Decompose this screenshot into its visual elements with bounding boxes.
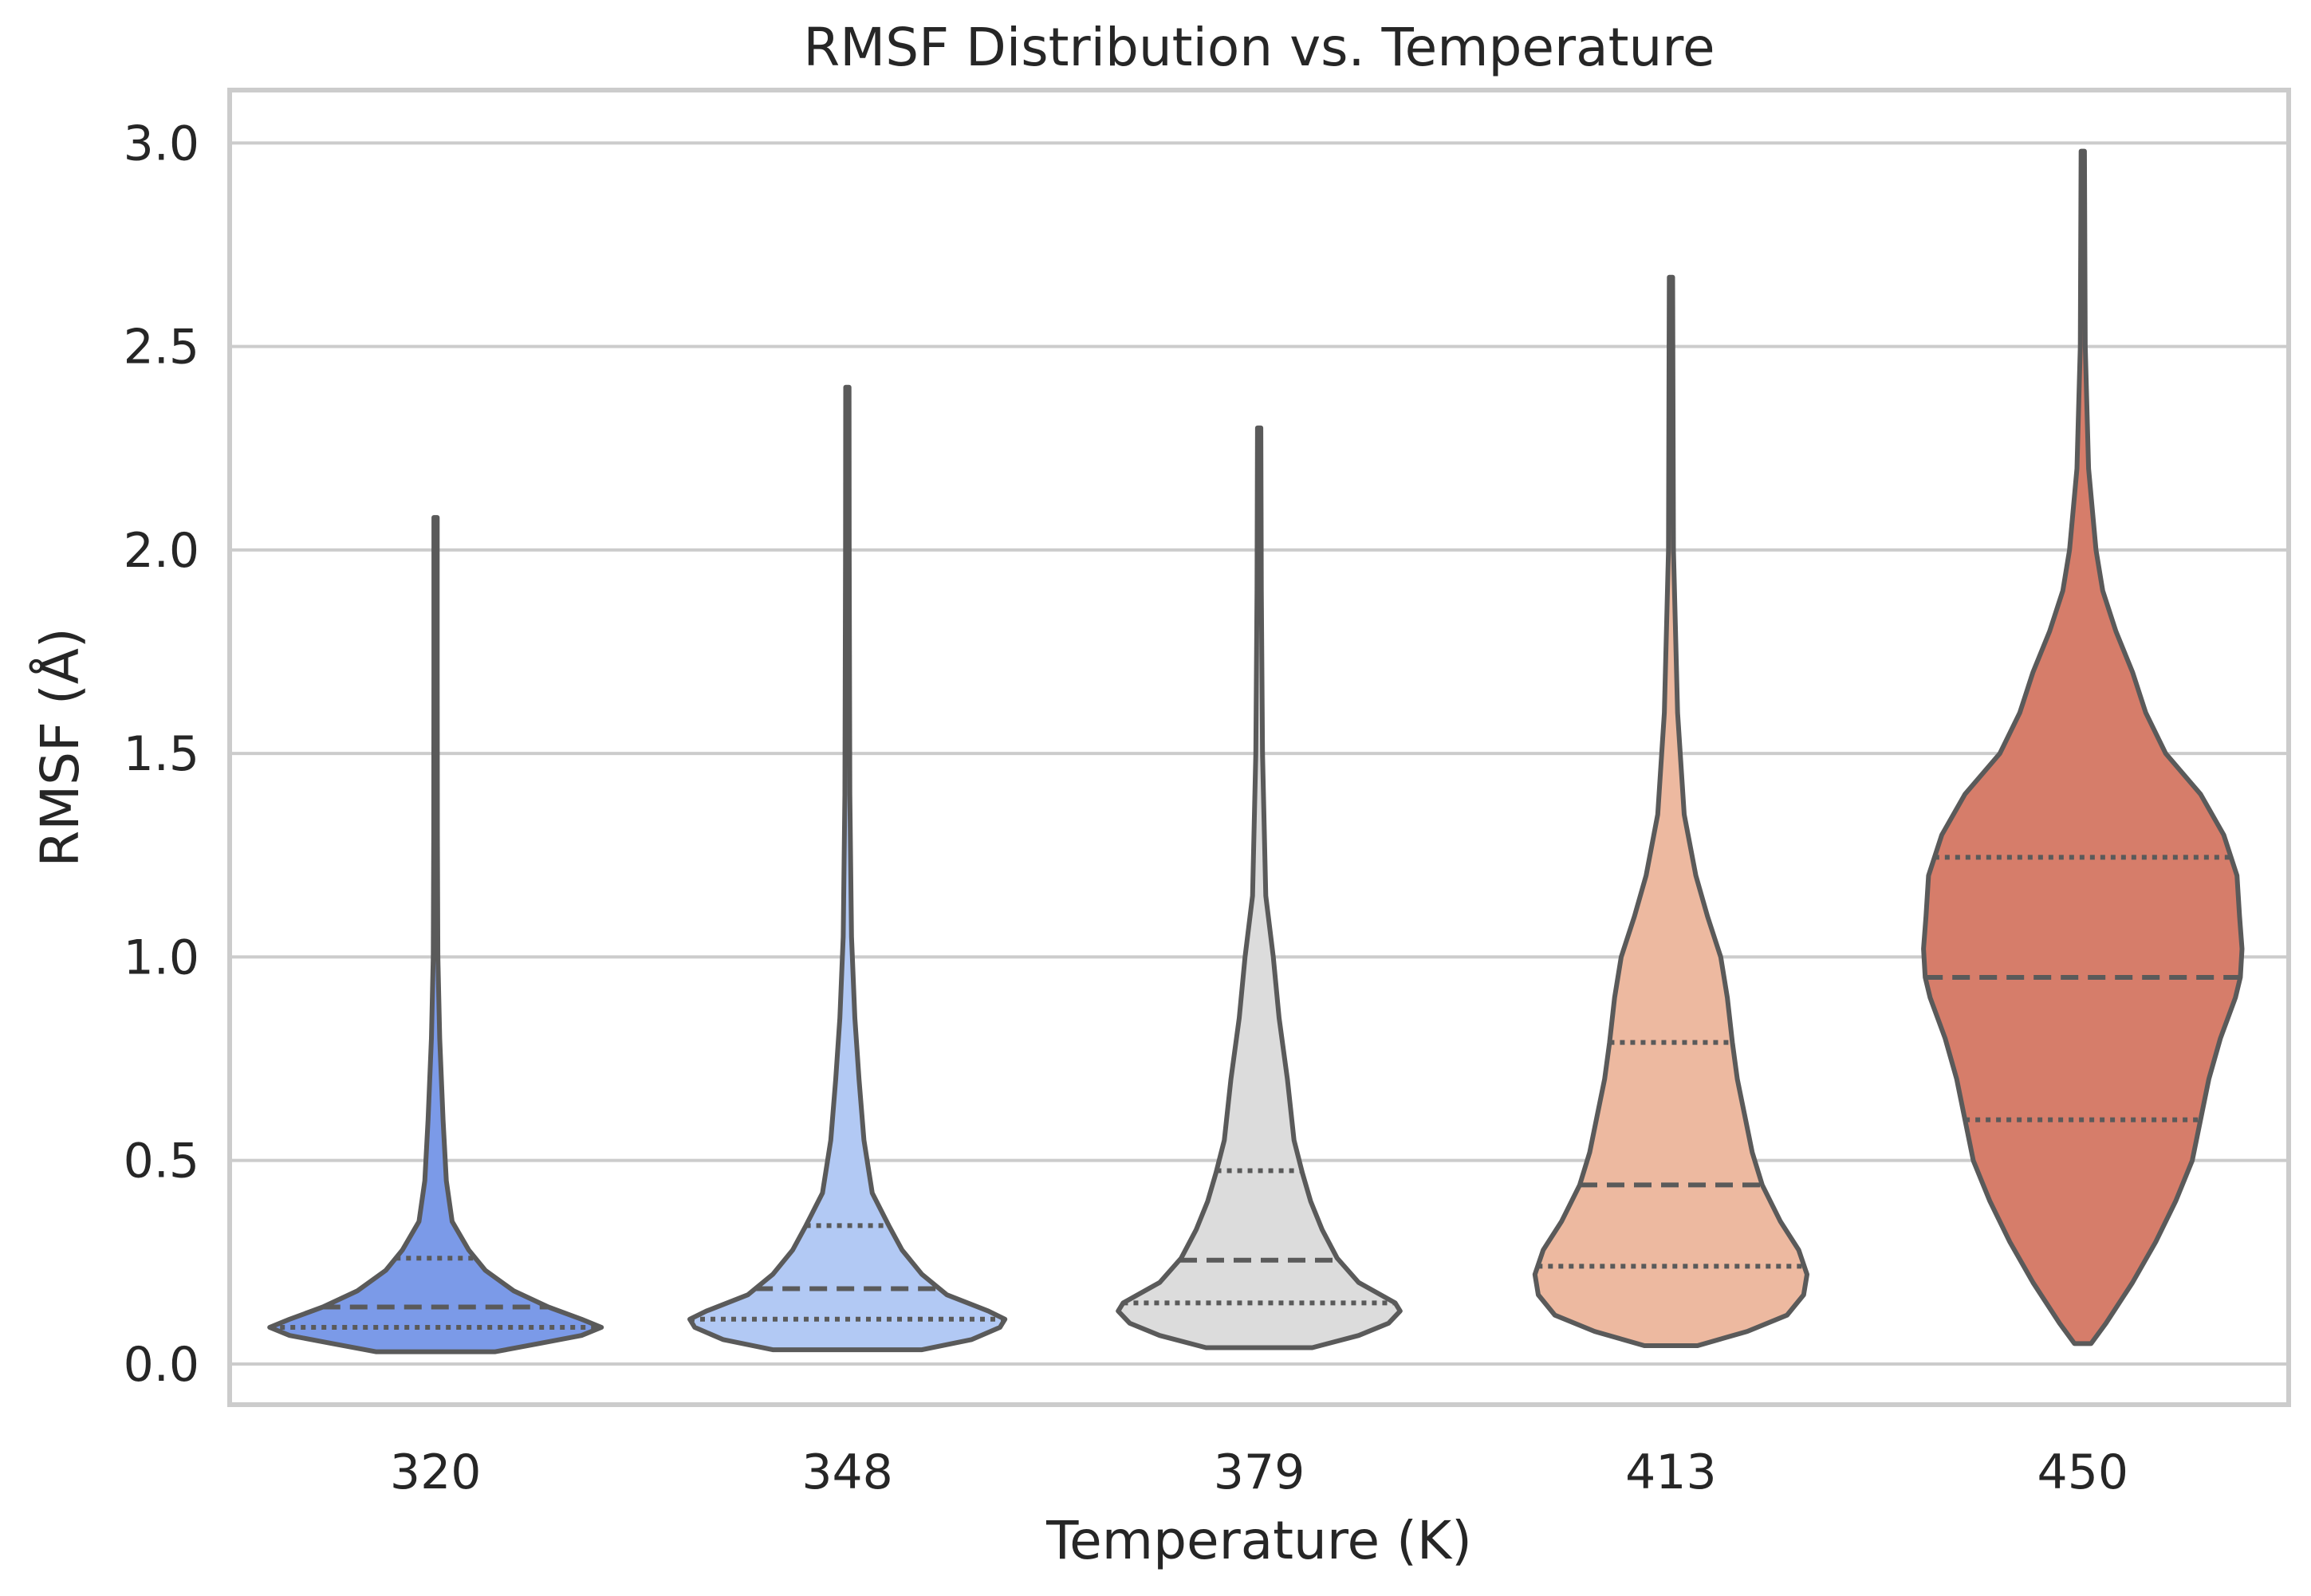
y-axis-label: RMSF (Å) bbox=[30, 627, 91, 867]
violin-450 bbox=[1921, 148, 2245, 1346]
x-tick-label: 450 bbox=[2037, 1445, 2129, 1500]
violin-379 bbox=[1116, 425, 1403, 1350]
y-tick-label: 2.5 bbox=[124, 320, 199, 375]
y-tick-label: 0.0 bbox=[124, 1337, 199, 1393]
violin-413 bbox=[1532, 274, 1809, 1348]
violin-body bbox=[1921, 148, 2245, 1346]
x-tick-labels: 320 348 379 413 450 bbox=[390, 1445, 2128, 1500]
violin-body bbox=[1532, 274, 1809, 1348]
violin-body bbox=[267, 515, 604, 1354]
x-axis-label: Temperature (K) bbox=[1045, 1510, 1472, 1571]
y-tick-labels: 0.0 0.5 1.0 1.5 2.0 2.5 3.0 bbox=[124, 116, 199, 1393]
x-tick-label: 379 bbox=[1214, 1445, 1305, 1500]
x-tick-label: 320 bbox=[390, 1445, 482, 1500]
y-tick-label: 3.0 bbox=[124, 116, 199, 171]
y-tick-label: 2.0 bbox=[124, 523, 199, 579]
violin-320 bbox=[267, 515, 604, 1354]
plot-frame bbox=[227, 88, 2291, 1407]
violin-layer bbox=[267, 148, 2245, 1354]
y-tick-label: 0.5 bbox=[124, 1134, 199, 1189]
violin-body bbox=[1116, 425, 1403, 1350]
violin-348 bbox=[687, 384, 1008, 1353]
y-tick-label: 1.5 bbox=[124, 726, 199, 782]
y-tick-label: 1.0 bbox=[124, 930, 199, 985]
violin-body bbox=[687, 384, 1008, 1353]
chart-title: RMSF Distribution vs. Temperature bbox=[803, 17, 1715, 78]
x-tick-label: 413 bbox=[1625, 1445, 1717, 1500]
x-tick-label: 348 bbox=[801, 1445, 893, 1500]
